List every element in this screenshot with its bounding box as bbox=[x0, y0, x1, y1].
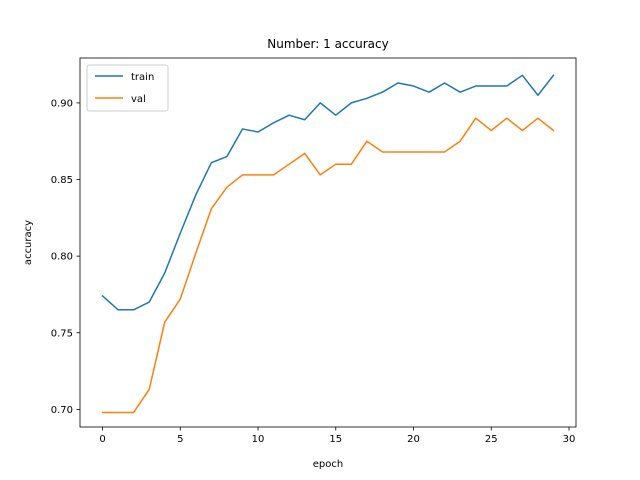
x-tick-label: 5 bbox=[177, 434, 183, 445]
x-tick-label: 15 bbox=[329, 434, 342, 445]
y-axis: 0.70 0.75 0.80 0.85 0.90 bbox=[51, 98, 80, 416]
plot-lines bbox=[101, 74, 555, 414]
y-tick-label: 0.75 bbox=[51, 328, 73, 339]
x-tick-label: 20 bbox=[407, 434, 420, 445]
legend: train val bbox=[86, 64, 169, 112]
y-axis-label: accuracy bbox=[23, 220, 34, 265]
legend-label-train: train bbox=[131, 72, 154, 83]
series-line-val bbox=[101, 117, 555, 414]
x-tick-label: 10 bbox=[252, 434, 265, 445]
x-axis-label: epoch bbox=[313, 459, 343, 470]
x-axis: 0 5 10 15 20 25 30 bbox=[99, 427, 575, 445]
x-tick-label: 25 bbox=[485, 434, 498, 445]
legend-box bbox=[86, 64, 169, 112]
series-line-train bbox=[101, 74, 555, 311]
legend-label-val: val bbox=[131, 94, 146, 105]
y-tick-label: 0.85 bbox=[51, 175, 73, 186]
plot-frame bbox=[79, 57, 577, 428]
y-tick-label: 0.70 bbox=[51, 405, 73, 416]
y-tick-label: 0.80 bbox=[51, 252, 73, 263]
x-tick-label: 30 bbox=[563, 434, 576, 445]
y-tick-label: 0.90 bbox=[51, 98, 73, 109]
x-tick-label: 0 bbox=[99, 434, 105, 445]
chart-title: Number: 1 accuracy bbox=[267, 37, 388, 51]
